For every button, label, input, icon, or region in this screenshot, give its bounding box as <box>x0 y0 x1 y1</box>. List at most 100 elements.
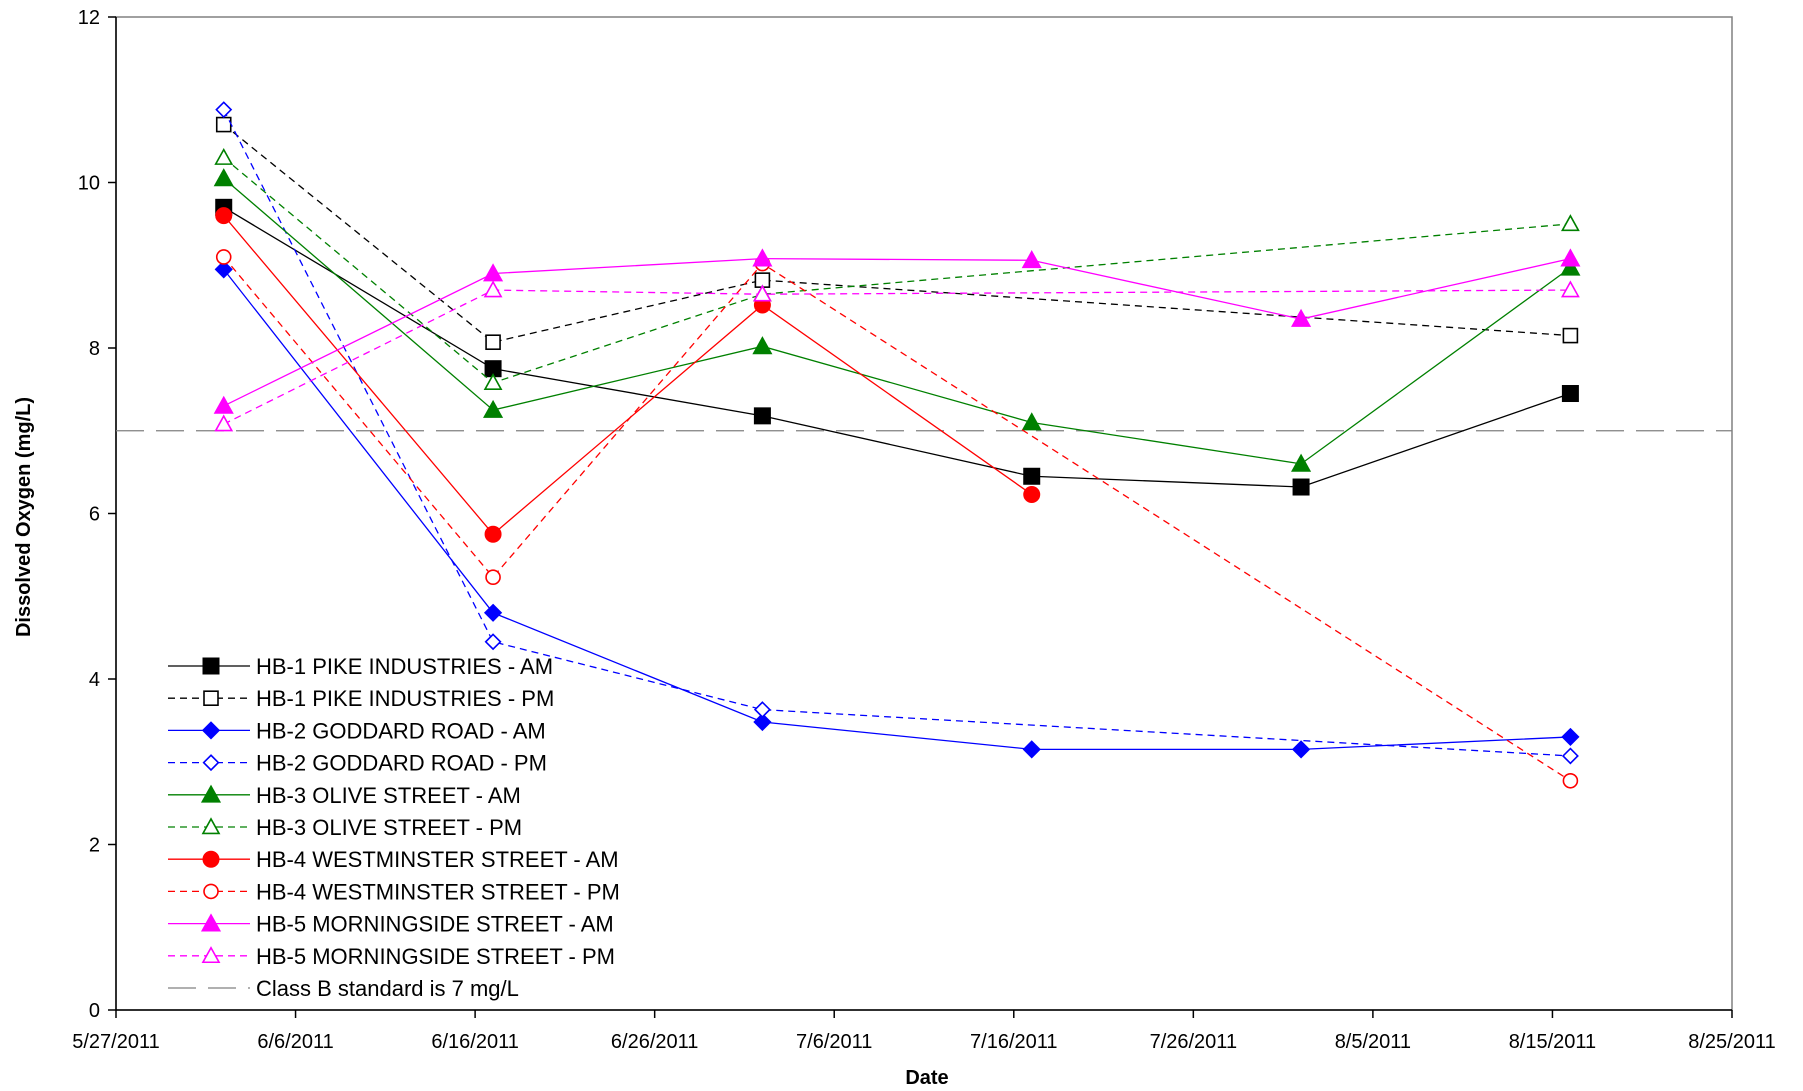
series-7 <box>215 207 1041 543</box>
y-tick-label: 6 <box>89 504 100 526</box>
series-10 <box>214 280 1580 432</box>
x-tick-label: 5/27/2011 <box>72 1031 160 1053</box>
y-tick-label: 0 <box>89 1000 100 1022</box>
series-line <box>223 257 1571 407</box>
series-5 <box>213 168 1581 472</box>
data-point <box>215 101 233 119</box>
legend-item: HB-5 MORNINGSIDE STREET - PM <box>168 944 615 969</box>
data-point <box>215 116 232 133</box>
data-point <box>484 633 502 651</box>
legend-label: HB-3 OLIVE STREET - AM <box>256 783 521 808</box>
data-point <box>203 690 219 707</box>
y-tick-label: 12 <box>78 7 100 29</box>
data-point <box>753 712 772 732</box>
series-3 <box>214 260 1580 759</box>
series-9 <box>213 248 1581 414</box>
data-point <box>483 399 504 418</box>
data-point <box>213 168 234 187</box>
legend-item: HB-4 WESTMINSTER STREET - PM <box>168 879 620 904</box>
legend-label: HB-2 GODDARD ROAD - PM <box>256 751 547 776</box>
data-point <box>1560 214 1580 232</box>
data-point <box>1023 467 1041 485</box>
x-tick-label: 6/6/2011 <box>257 1031 333 1053</box>
data-point <box>1291 740 1311 759</box>
legend-label: HB-1 PIKE INDUSTRIES - AM <box>256 654 553 679</box>
series-layer <box>213 101 1581 789</box>
series-line <box>223 177 1571 465</box>
data-point <box>752 336 773 355</box>
x-tick-label: 7/16/2011 <box>970 1031 1058 1053</box>
data-point <box>214 147 234 165</box>
data-point <box>1022 740 1041 759</box>
series-line <box>223 215 1033 536</box>
data-point <box>1560 257 1581 276</box>
legend-label: HB-4 WESTMINSTER STREET - AM <box>256 847 619 872</box>
data-point <box>214 414 234 432</box>
data-point <box>483 280 503 298</box>
legend-item: HB-5 MORNINGSIDE STREET - AM <box>168 912 614 937</box>
series-line <box>223 124 1571 343</box>
series-line <box>223 109 1571 757</box>
legend-item: HB-2 GODDARD ROAD - PM <box>168 751 547 776</box>
x-tick-label: 6/16/2011 <box>431 1031 519 1053</box>
legend-label: HB-5 MORNINGSIDE STREET - PM <box>256 944 615 969</box>
data-point <box>202 850 220 868</box>
data-point <box>1562 327 1579 344</box>
legend-label: HB-4 WESTMINSTER STREET - PM <box>256 879 620 904</box>
data-point <box>485 569 501 586</box>
x-tick-label: 7/6/2011 <box>796 1031 872 1053</box>
x-tick-label: 8/25/2011 <box>1688 1031 1776 1053</box>
legend-label: HB-2 GODDARD ROAD - AM <box>256 718 546 743</box>
data-point <box>1561 747 1579 765</box>
series-2 <box>215 116 1579 351</box>
data-point <box>201 946 221 964</box>
data-point <box>1291 308 1312 327</box>
data-point <box>215 249 232 265</box>
legend-label: HB-3 OLIVE STREET - PM <box>256 815 522 840</box>
data-point <box>202 657 220 675</box>
legend-item: HB-4 WESTMINSTER STREET - AM <box>168 847 619 872</box>
data-point <box>1023 485 1041 503</box>
legend-label: HB-1 PIKE INDUSTRIES - PM <box>256 686 554 711</box>
series-6 <box>214 147 1580 390</box>
data-point <box>200 784 222 803</box>
data-point <box>753 407 771 425</box>
x-axis-title: Date <box>905 1067 948 1089</box>
x-tick-label: 8/5/2011 <box>1335 1031 1411 1053</box>
data-point <box>203 883 219 900</box>
data-point <box>200 913 222 932</box>
series-4 <box>215 101 1579 765</box>
data-point <box>202 754 220 772</box>
series-line <box>223 289 1571 425</box>
series-line <box>223 256 1571 782</box>
legend-item: HB-2 GODDARD ROAD - AM <box>168 718 546 743</box>
legend-label: Class B standard is 7 mg/L <box>256 976 519 1001</box>
data-point <box>1021 412 1042 431</box>
data-point <box>213 395 234 414</box>
data-point <box>215 207 233 225</box>
data-point <box>483 603 503 622</box>
data-point <box>1562 772 1579 789</box>
legend-item-reference: Class B standard is 7 mg/L <box>168 976 519 1001</box>
data-point <box>201 721 221 740</box>
legend-item: HB-1 PIKE INDUSTRIES - PM <box>168 686 554 711</box>
series-line <box>223 157 1571 384</box>
data-point <box>483 373 503 390</box>
x-tick-label: 6/26/2011 <box>611 1031 699 1053</box>
y-tick-label: 10 <box>78 173 100 195</box>
x-tick-label: 7/26/2011 <box>1150 1031 1238 1053</box>
data-point <box>201 817 221 835</box>
x-tick-label: 8/15/2011 <box>1509 1031 1597 1053</box>
data-point <box>1560 248 1581 267</box>
y-tick-label: 4 <box>89 669 100 691</box>
data-point <box>753 701 771 719</box>
data-point <box>484 525 502 543</box>
data-point <box>1291 453 1312 472</box>
data-point <box>1561 385 1579 403</box>
y-axis-title: Dissolved Oxygen (mg/L) <box>13 397 35 637</box>
data-point <box>1561 727 1580 747</box>
data-point <box>1292 478 1310 496</box>
legend-item: HB-1 PIKE INDUSTRIES - AM <box>168 654 553 679</box>
data-point <box>752 284 772 302</box>
